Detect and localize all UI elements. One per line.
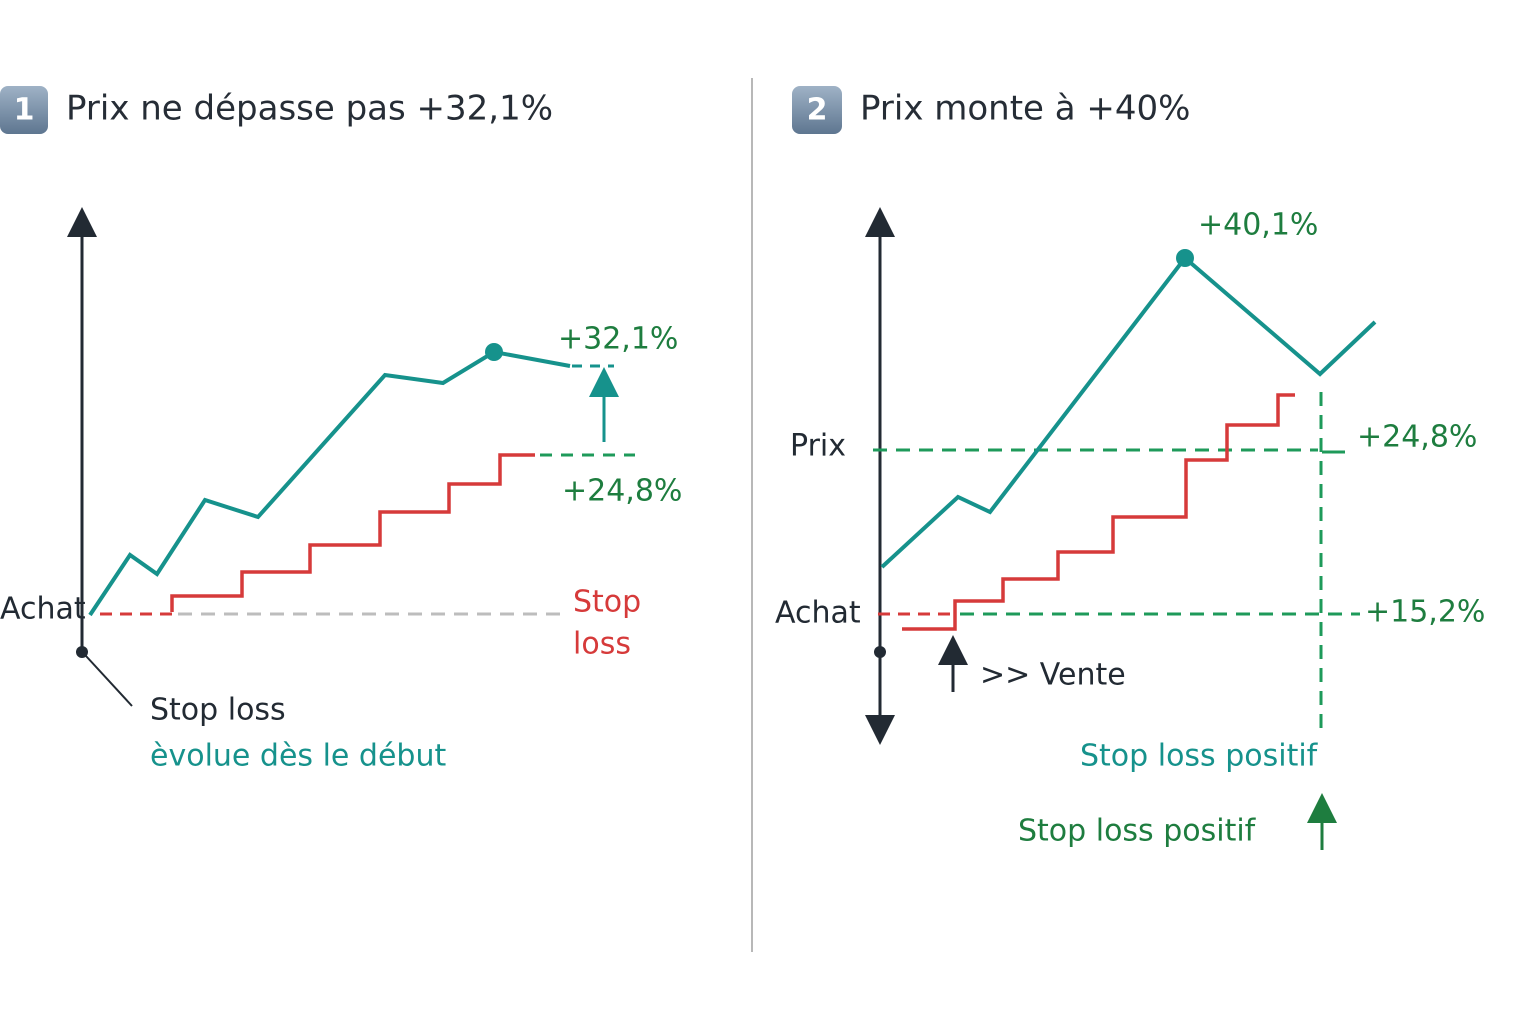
positive-note: Stop loss positif <box>1080 739 1319 774</box>
peak-dot <box>485 343 503 361</box>
peak-label: +32,1% <box>558 322 678 357</box>
note: èvolue dès le début <box>150 739 446 774</box>
badge <box>0 86 48 134</box>
badge-number: 2 <box>807 93 828 128</box>
vente-label: >> Vente <box>980 658 1126 693</box>
peak-dot <box>1176 249 1194 267</box>
panel-1: 1 Prix ne dépasse pas +32,1% +32,1% +24,… <box>0 86 682 774</box>
peak-label: +40,1% <box>1198 208 1318 243</box>
axis-dot <box>874 646 886 658</box>
upper-level-label: +24,8% <box>1357 420 1477 455</box>
axis-dot <box>76 646 88 658</box>
badge-number: 1 <box>14 93 35 128</box>
panel-title: Prix monte à +40% <box>860 89 1191 129</box>
stop-label: Stop <box>573 585 641 620</box>
positive-note: Stop loss positif <box>1018 814 1257 849</box>
stop-steps <box>170 453 535 612</box>
panel-title: Prix ne dépasse pas +32,1% <box>66 89 553 129</box>
note: Stop loss <box>150 693 286 728</box>
achat-label: Achat <box>775 596 861 631</box>
lower-level-label: +15,2% <box>1365 595 1485 630</box>
badge <box>792 86 842 134</box>
achat-label: Achat <box>0 592 86 627</box>
panel-2: 2 Prix monte à +40% +40,1% Prix +24,8% A… <box>775 86 1485 850</box>
price-line <box>88 349 571 617</box>
connector <box>85 655 133 707</box>
stop-level-label: +24,8% <box>562 474 682 509</box>
stop-steps <box>902 393 1295 631</box>
prix-label: Prix <box>790 429 846 464</box>
stop-label: loss <box>573 627 631 662</box>
price-line <box>880 255 1377 569</box>
